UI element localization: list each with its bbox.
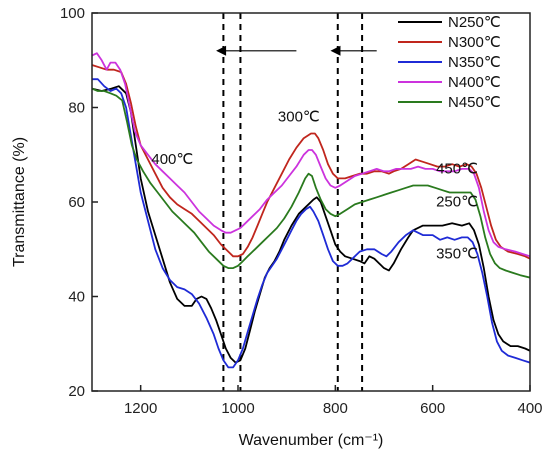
x-tick-label-3: 600	[420, 400, 445, 417]
y-tick-label-3: 80	[68, 100, 85, 117]
ticks-layer: 1200 1000 800 600 400 20 40 60 80 100	[60, 5, 543, 417]
x-axis-title: Wavenumber (cm⁻¹)	[239, 432, 384, 449]
x-tick-label-0: 1200	[124, 400, 157, 417]
arrow-1	[330, 45, 377, 56]
annotation-0: 400℃	[151, 151, 193, 168]
annotations-layer: 400℃ 300℃ 450℃ 250℃ 350℃	[151, 109, 478, 263]
vertical-dashed-lines	[222, 13, 364, 391]
annotation-1: 300℃	[278, 109, 320, 126]
y-tick-label-1: 40	[68, 289, 85, 306]
y-tick-label-2: 60	[68, 194, 85, 211]
x-tick-label-2: 800	[323, 400, 348, 417]
arrow-0	[216, 45, 297, 56]
annotation-4: 350℃	[436, 246, 478, 263]
series-line-4	[92, 87, 530, 279]
legend-label-3: N400℃	[448, 74, 501, 91]
x-tick-label-4: 400	[517, 400, 542, 417]
legend-label-2: N350℃	[448, 54, 501, 71]
y-tick-label-0: 20	[68, 383, 85, 400]
legend-label-4: N450℃	[448, 94, 501, 111]
annotation-3: 250℃	[436, 194, 478, 211]
legend-label-0: N250℃	[448, 14, 501, 31]
legend-label-1: N300℃	[448, 34, 501, 51]
y-tick-label-4: 100	[60, 5, 85, 22]
series-line-2	[92, 78, 530, 369]
annotation-2: 450℃	[436, 161, 478, 178]
series-line-0	[92, 85, 530, 364]
series-line-1	[92, 64, 530, 260]
x-tick-label-1: 1000	[221, 400, 254, 417]
series-line-3	[92, 52, 530, 258]
legend: N250℃ N300℃ N350℃ N400℃ N450℃	[398, 14, 501, 111]
series-layer	[92, 52, 530, 369]
arrows-layer	[216, 45, 377, 56]
y-axis-title: Transmittance (%)	[11, 137, 28, 267]
